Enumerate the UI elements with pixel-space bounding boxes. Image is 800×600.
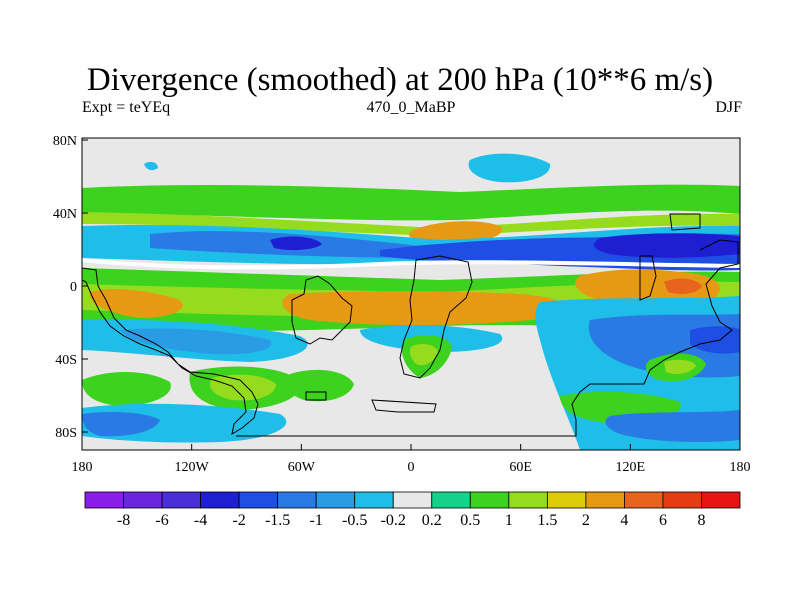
colorbar-label: -6: [155, 512, 168, 529]
colorbar-label: -1: [310, 512, 323, 529]
colorbar-label: 6: [659, 512, 667, 529]
longitude-axis: 180 120W 60W 0 60E 120E 180: [72, 444, 751, 475]
colorbar-label: 1.5: [537, 512, 557, 529]
field-south-midblue-west: [120, 328, 272, 355]
colorbar-swatch: [315, 491, 356, 509]
divergence-field: [82, 138, 740, 450]
field-patch-west-orange: [89, 289, 183, 318]
field-south-deepblue-east: [690, 326, 740, 354]
map-title: Divergence (smoothed) at 200 hPa (10**6 …: [86, 62, 714, 98]
colorbar-swatch: [123, 491, 163, 509]
coastline-eurasia-east: [236, 213, 739, 437]
field-band-north-green: [82, 184, 740, 221]
colorbar-label: 4: [620, 512, 628, 529]
period-label: 470_0_MaBP: [366, 99, 456, 116]
lat-label: 40N: [53, 207, 77, 222]
colorbar-swatch: [161, 491, 201, 509]
colorbar: -8 -6 -4 -2 -1.5 -1 -0.5 -0.2 0.2 0.5 1 1.5 2 4 6 8: [84, 491, 741, 529]
colorbar-swatch: [84, 491, 124, 509]
colorbar-swatch: [508, 491, 548, 509]
colorbar-label: 8: [697, 512, 705, 529]
season-label: DJF: [715, 99, 742, 116]
colorbar-label: -0.5: [342, 512, 367, 529]
lat-label: 80N: [53, 134, 77, 149]
lat-label: 0: [70, 280, 77, 295]
colorbar-swatch: [238, 491, 279, 509]
field-south-yellow-east: [664, 359, 696, 374]
colorbar-swatch: [277, 491, 317, 509]
colorbar-swatch: [585, 491, 625, 509]
colorbar-swatch: [624, 491, 664, 509]
colorbar-label: 0.5: [460, 512, 480, 529]
lon-label: 180: [730, 460, 751, 475]
lon-label: 60W: [288, 460, 316, 475]
colorbar-label: -4: [194, 512, 207, 529]
colorbar-swatch: [701, 491, 741, 509]
field-band-north-yellow: [82, 212, 740, 236]
field-south-green-westpac: [82, 371, 171, 406]
field-core-west-navy: [270, 236, 322, 251]
coastline-island-south: [305, 391, 327, 401]
colorbar-label: -8: [117, 512, 130, 529]
colorbar-swatch: [431, 491, 471, 509]
field-patch-east-orange: [575, 269, 720, 306]
lat-label: 80S: [55, 426, 77, 441]
colorbar-label: -0.2: [381, 512, 406, 529]
latitude-axis: 80N 40N 0 40S 80S: [53, 134, 88, 441]
colorbar-label: 0.2: [422, 512, 442, 529]
lat-label: 40S: [55, 353, 77, 368]
coastline-south-america: [291, 275, 353, 345]
field-south-green-atlantic: [286, 369, 354, 402]
colorbar-swatch: [392, 491, 433, 509]
field-gap-line-north: [82, 258, 740, 270]
colorbar-swatch: [354, 491, 394, 509]
field-north-polar-lightblue: [468, 153, 551, 183]
colorbar-label: 1: [505, 512, 513, 529]
field-patch-north-orange: [408, 221, 502, 244]
colorbar-label: 2: [582, 512, 590, 529]
coastline-americas: [82, 267, 259, 436]
colorbar-swatch: [200, 491, 240, 509]
coastline-antarctic-island: [371, 399, 437, 413]
lon-label: 60E: [509, 460, 532, 475]
colorbar-swatch: [546, 491, 587, 509]
colorbar-label: -1.5: [265, 512, 290, 529]
field-south-blue-indian: [605, 410, 740, 442]
colorbar-label: -2: [232, 512, 245, 529]
map-panel: [81, 137, 741, 451]
lon-label: 120W: [175, 460, 210, 475]
field-patch-east-red: [664, 278, 702, 294]
field-south-blue-southpac: [82, 412, 160, 437]
field-core-north-navy: [594, 233, 740, 258]
field-north-polar-dot: [144, 161, 158, 171]
colorbar-swatch: [469, 491, 510, 509]
experiment-label: Expt = teYEq: [82, 99, 171, 116]
lon-label: 0: [408, 460, 415, 475]
field-band-equator-orange: [282, 291, 567, 326]
coastlines: [82, 213, 739, 437]
colorbar-swatch: [662, 491, 702, 509]
field-south-yellow-pacific: [210, 374, 276, 401]
coastline-africa: [399, 255, 473, 379]
lon-label: 120E: [616, 460, 646, 475]
field-south-africa-yellow: [409, 344, 438, 366]
lon-label: 180: [72, 460, 93, 475]
